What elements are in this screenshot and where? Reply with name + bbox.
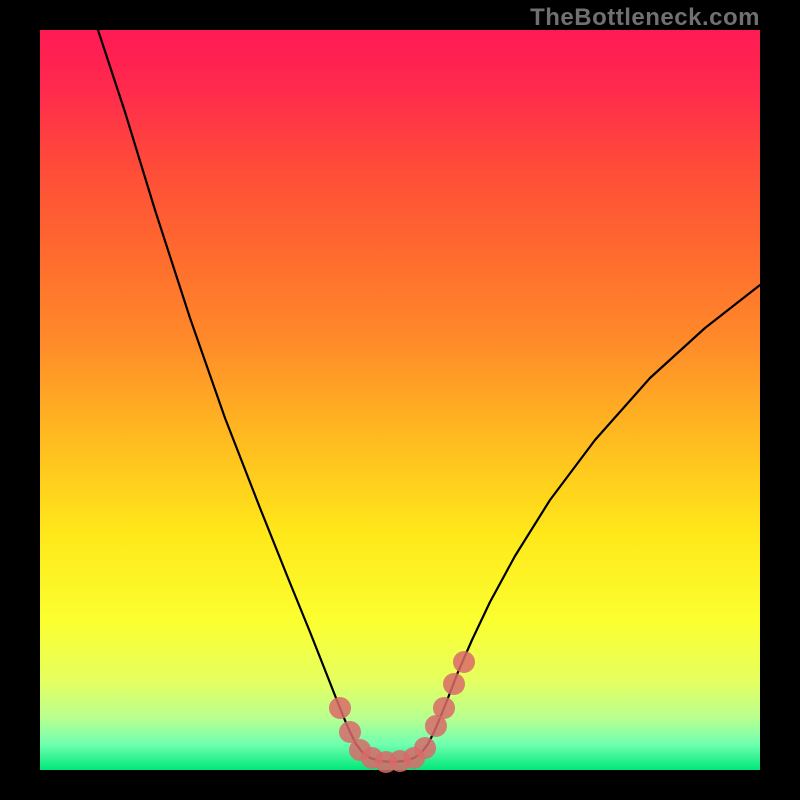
watermark-text: TheBottleneck.com <box>530 4 760 32</box>
heatmap-gradient <box>40 30 760 770</box>
